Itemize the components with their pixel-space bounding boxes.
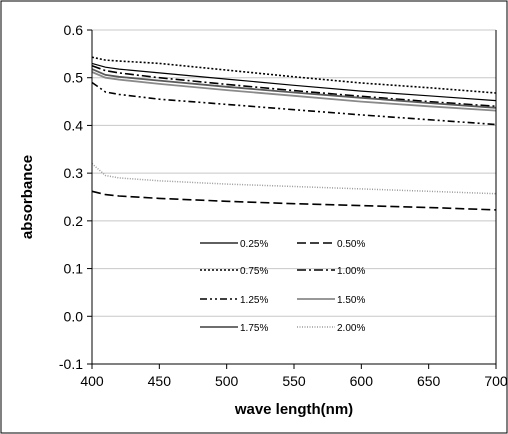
x-tick-label: 450 [148,373,172,389]
y-tick-label: 0.1 [64,261,84,277]
x-tick-label: 600 [350,373,374,389]
y-ticks: -0.1 0.0 0.1 0.2 0.3 0.4 0.5 0.6 [59,22,92,372]
legend-label: 0.25% [240,239,268,250]
legend-label: 2.00% [337,323,365,334]
y-tick-label: -0.1 [59,356,83,372]
legend-label: 1.00% [337,266,365,277]
y-tick-label: 0.4 [64,117,84,133]
legend-label: 0.50% [337,239,365,250]
x-tick-label: 550 [282,373,306,389]
series-line-1-75pct [91,68,497,109]
legend-label: 0.75% [240,266,268,277]
gridlines [92,29,496,317]
series-lines [91,56,497,211]
series-line-1-25pct [91,81,497,126]
x-ticks: 400 450 500 550 600 650 700 [80,364,508,389]
y-tick-label: 0.2 [64,213,84,229]
x-tick-label: 650 [417,373,441,389]
legend-label: 1.25% [240,295,268,306]
x-axis-title: wave length(nm) [234,401,353,418]
y-tick-label: 0.5 [64,70,84,86]
x-tick-label: 700 [484,373,508,389]
legend: 0.25% 0.50% 0.75% 1.00% 1.25% 1.50% 1.75% 2.00% [200,239,365,334]
y-tick-label: 0.0 [64,308,84,324]
legend-label: 1.50% [337,295,365,306]
series-line-1-50pct [91,71,497,112]
x-tick-label: 500 [215,373,239,389]
x-tick-label: 400 [80,373,104,389]
series-line-1-00pct [91,65,497,108]
series-line-0-50pct [91,190,497,211]
series-line-0-25pct [91,62,497,102]
y-tick-label: 0.6 [64,22,84,38]
y-tick-label: 0.3 [64,165,84,181]
legend-label: 1.75% [240,323,268,334]
y-axis-title: absorbance [19,155,36,239]
series-line-2-00pct [91,163,497,195]
